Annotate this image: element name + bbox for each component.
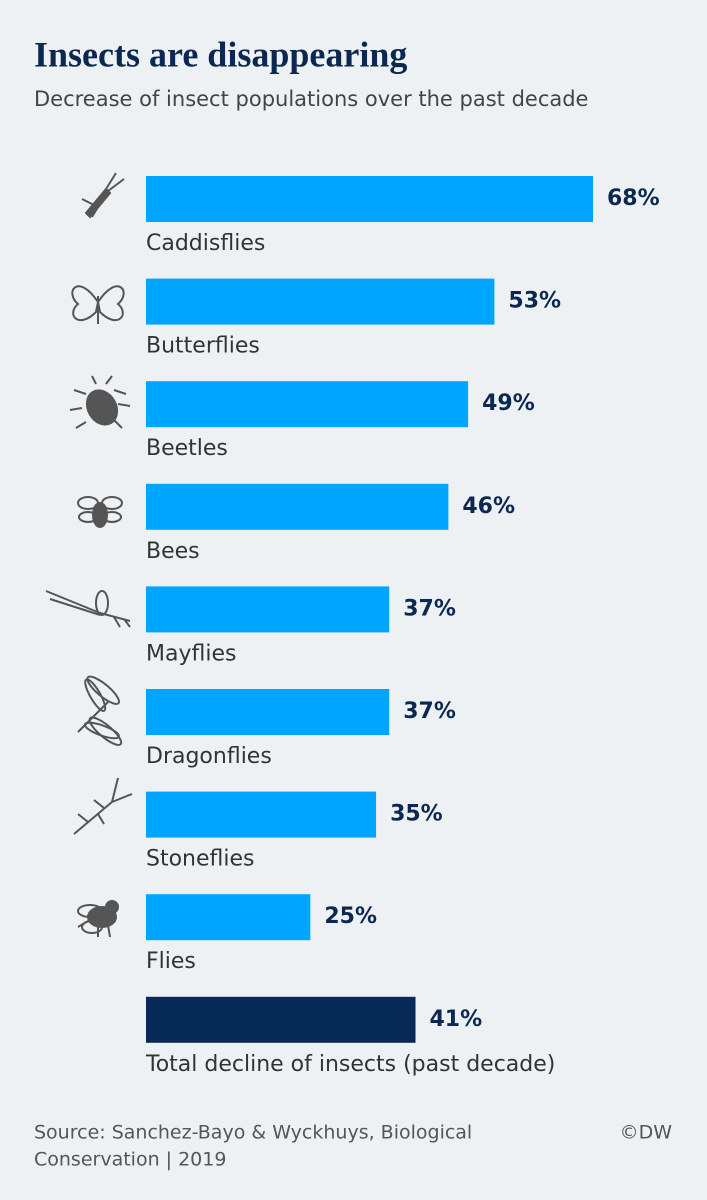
category-label: Butterflies xyxy=(146,334,260,359)
category-label: Stoneflies xyxy=(146,847,255,872)
value-label: 49% xyxy=(482,391,535,416)
value-label: 46% xyxy=(462,494,515,519)
icon-dragonfly xyxy=(77,675,123,746)
icon-beetle xyxy=(69,375,131,429)
category-label: Mayflies xyxy=(146,641,236,666)
bar xyxy=(146,894,311,941)
category-label: Bees xyxy=(146,539,200,564)
bar xyxy=(146,586,390,633)
icon-bee xyxy=(77,496,123,528)
icon-caddisfly xyxy=(81,172,125,219)
chart-title: Insects are disappearing xyxy=(34,34,407,74)
bar xyxy=(146,689,390,735)
bar xyxy=(146,381,469,428)
bar xyxy=(146,996,416,1043)
icon-butterfly xyxy=(71,285,125,324)
value-label: 37% xyxy=(403,596,456,621)
category-label: Dragonflies xyxy=(146,744,272,769)
chart-subtitle: Decrease of insect populations over the … xyxy=(34,87,588,111)
category-label: Caddisflies xyxy=(146,231,265,256)
icon-fly xyxy=(77,900,119,938)
category-label: Total decline of insects (past decade) xyxy=(145,1052,555,1077)
value-label: 25% xyxy=(324,904,377,929)
category-label: Flies xyxy=(146,949,196,974)
credit: ©DW xyxy=(620,1122,673,1144)
icon-stonefly xyxy=(73,777,133,835)
bar xyxy=(146,176,593,222)
value-label: 37% xyxy=(403,699,456,724)
value-label: 53% xyxy=(508,289,561,314)
bar xyxy=(146,791,377,838)
bar xyxy=(146,483,449,530)
source: Conservation | 2019 xyxy=(34,1149,226,1171)
source: Source: Sanchez-Bayo & Wyckhuys, Biologi… xyxy=(34,1122,472,1144)
icon-mayfly xyxy=(45,590,131,628)
value-label: 35% xyxy=(390,802,443,827)
bar xyxy=(146,278,495,325)
value-label: 41% xyxy=(430,1007,483,1032)
category-label: Beetles xyxy=(146,436,228,461)
value-label: 68% xyxy=(607,186,660,211)
